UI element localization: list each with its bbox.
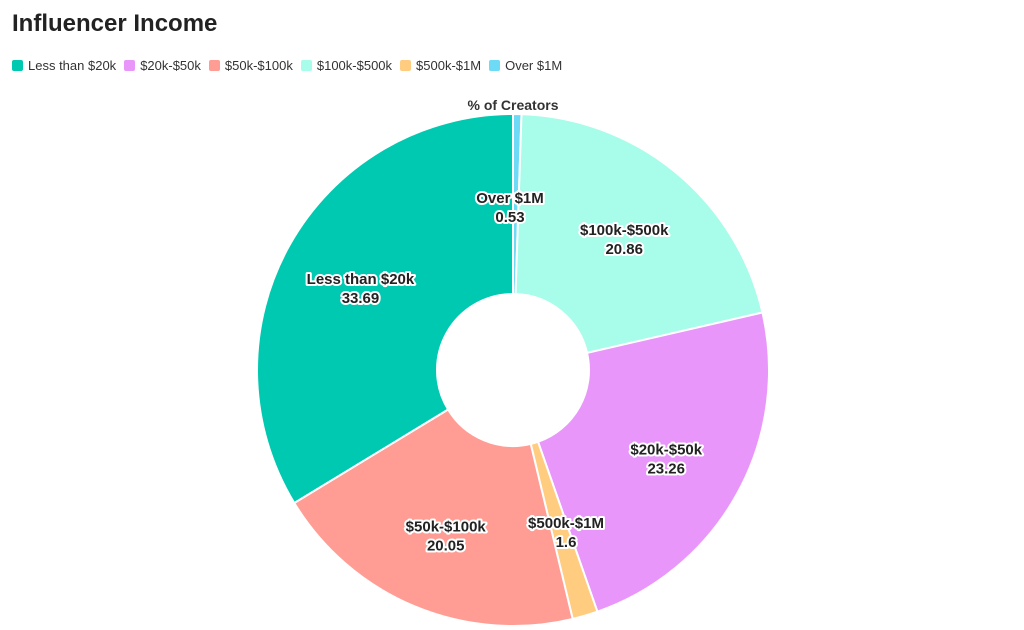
- legend-label: $50k-$100k: [224, 58, 293, 73]
- legend-swatch: [208, 60, 220, 71]
- legend-item-50k-100k[interactable]: $50k-$100k: [208, 58, 293, 73]
- labels-group: Over $1M 0.53 $100k-$500k 20.86 $20k-$50k 23.…: [305, 188, 705, 557]
- legend-item-500k-1m[interactable]: $500k-$1M: [400, 58, 481, 73]
- slice-20k-50k[interactable]: [536, 311, 770, 613]
- slice-label-500k-1m: $500k-$1M 1.6: [528, 515, 604, 551]
- slice-label-100k-500k: $100k-$500k 20.86: [580, 222, 669, 258]
- slice-less-than-20k[interactable]: [256, 112, 514, 505]
- legend-item-100k-500k[interactable]: $100k-$500k: [300, 58, 393, 73]
- legend-swatch: [124, 60, 136, 71]
- legend-item-less-than-20k[interactable]: Less than $20k: [12, 58, 116, 73]
- legend-swatch: [300, 60, 312, 71]
- slice-50k-100k[interactable]: [292, 408, 574, 627]
- slices-group: [256, 112, 770, 627]
- slice-label-20k-50k: $20k-$50k 23.26: [630, 442, 702, 478]
- chart-title: Influencer Income: [12, 10, 218, 37]
- chart-legend: Less than $20k $20k-$50k $50k-$100k $100k-$…: [12, 58, 570, 73]
- legend-swatch: [489, 60, 501, 71]
- series-title: % of Creators: [467, 97, 558, 113]
- legend-label: Over $1M: [505, 58, 563, 73]
- slice-100k-500k[interactable]: [514, 113, 764, 355]
- legend-label: $500k-$1M: [416, 58, 482, 73]
- legend-label: $100k-$500k: [316, 58, 393, 73]
- legend-label: Less than $20k: [28, 58, 117, 73]
- legend-item-20k-50k[interactable]: $20k-$50k: [124, 58, 201, 73]
- slice-label-over-1m: Over $1M 0.53: [476, 190, 544, 226]
- slice-label-less-than-20k: Less than $20k 33.69: [307, 271, 415, 307]
- legend-item-over-1m[interactable]: Over $1M: [489, 58, 562, 73]
- legend-swatch: [12, 60, 23, 71]
- legend-label: $20k-$50k: [140, 58, 201, 73]
- slice-label-50k-100k: $50k-$100k 20.05: [406, 519, 487, 555]
- legend-swatch: [400, 60, 412, 71]
